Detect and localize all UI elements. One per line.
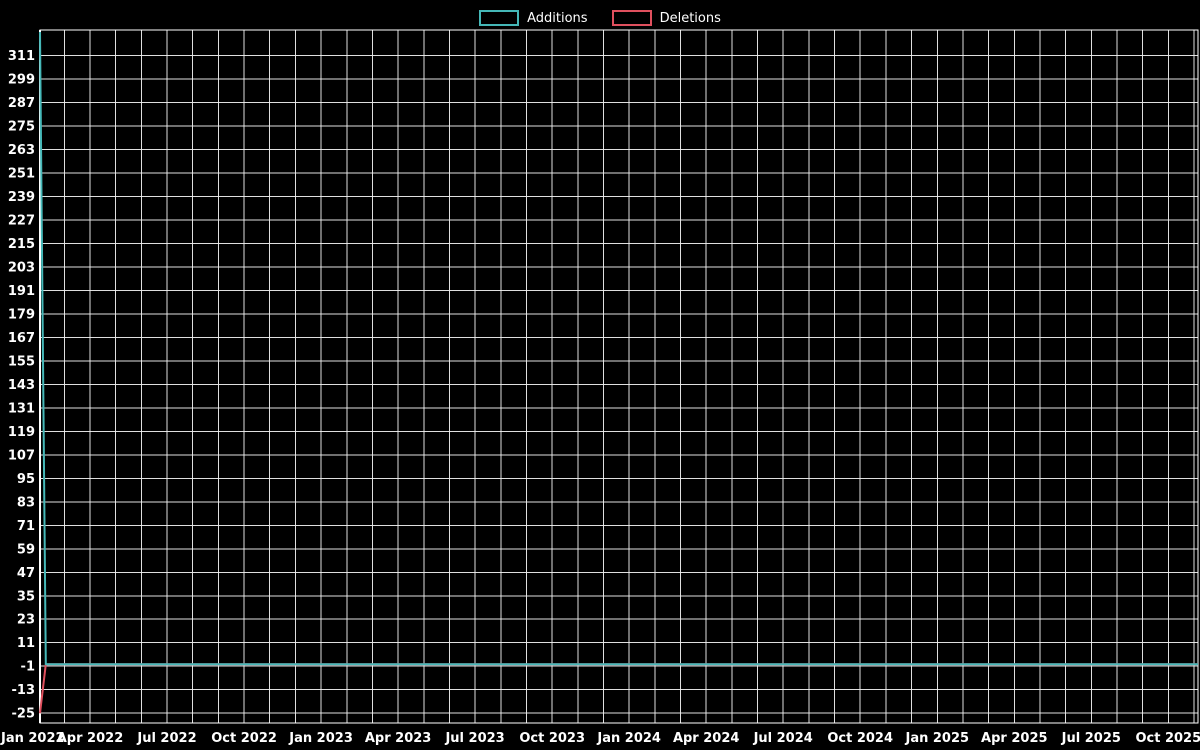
- x-axis-tick-label: Oct 2023: [519, 731, 585, 746]
- additions-swatch-icon: [479, 10, 520, 26]
- x-axis-tick-label: Apr 2022: [57, 731, 124, 746]
- x-axis-tick-label: Jan 2022: [0, 731, 65, 746]
- y-axis-tick-label: 155: [8, 354, 35, 369]
- y-axis-tick-label: 119: [8, 425, 35, 440]
- y-axis-tick-label: 143: [8, 378, 35, 393]
- x-axis-tick-label: Jan 2024: [596, 731, 661, 746]
- x-axis-tick-label: Jul 2023: [444, 731, 504, 746]
- y-axis-tick-label: 131: [8, 401, 35, 416]
- y-axis-tick-label: 83: [17, 495, 35, 510]
- chart-legend: Additions Deletions: [0, 8, 1200, 28]
- x-axis-tick-label: Jul 2022: [136, 731, 196, 746]
- y-axis-tick-label: 299: [8, 72, 35, 87]
- x-axis-tick-label: Apr 2025: [981, 731, 1048, 746]
- y-axis-tick-label: 107: [8, 448, 35, 463]
- x-axis-tick-label: Jul 2024: [753, 731, 813, 746]
- y-axis-tick-label: 11: [17, 636, 35, 651]
- deletions-legend-label: Deletions: [659, 10, 721, 26]
- y-axis-tick-label: 47: [17, 566, 35, 581]
- y-axis-tick-label: 191: [8, 284, 35, 299]
- x-axis-tick-label: Jan 2025: [905, 731, 970, 746]
- x-axis-tick-label: Apr 2023: [365, 731, 432, 746]
- y-axis-tick-label: -25: [12, 707, 36, 722]
- y-axis-tick-label: 275: [8, 119, 35, 134]
- legend-item-additions[interactable]: Additions: [479, 10, 588, 26]
- y-axis-tick-label: 215: [8, 237, 35, 252]
- legend-item-deletions[interactable]: Deletions: [611, 10, 721, 26]
- x-axis-tick-label: Oct 2022: [211, 731, 277, 746]
- x-axis-tick-label: Jan 2023: [288, 731, 353, 746]
- x-axis-tick-label: Oct 2025: [1135, 731, 1200, 746]
- x-axis-tick-label: Apr 2024: [673, 731, 740, 746]
- deletions-swatch-icon: [611, 10, 652, 26]
- y-axis-tick-label: 227: [8, 213, 35, 228]
- y-axis-tick-label: 167: [8, 331, 35, 346]
- y-axis-tick-label: -13: [12, 683, 36, 698]
- y-axis-tick-label: -1: [21, 660, 35, 675]
- y-axis-tick-label: 23: [17, 613, 35, 628]
- y-axis-tick-label: 95: [17, 472, 35, 487]
- y-axis-tick-label: 59: [17, 542, 35, 557]
- y-axis-tick-label: 311: [8, 49, 35, 64]
- y-axis-tick-label: 179: [8, 307, 35, 322]
- y-axis-tick-label: 287: [8, 96, 35, 111]
- y-axis-tick-label: 251: [8, 166, 35, 181]
- x-axis-tick-label: Oct 2024: [827, 731, 893, 746]
- y-axis-tick-label: 203: [8, 260, 35, 275]
- y-axis-tick-label: 35: [17, 589, 35, 604]
- y-axis-tick-label: 239: [8, 190, 35, 205]
- additions-legend-label: Additions: [527, 10, 588, 26]
- y-axis-tick-label: 71: [17, 519, 35, 534]
- y-axis-tick-label: 263: [8, 143, 35, 158]
- x-axis-tick-label: Jul 2025: [1061, 731, 1121, 746]
